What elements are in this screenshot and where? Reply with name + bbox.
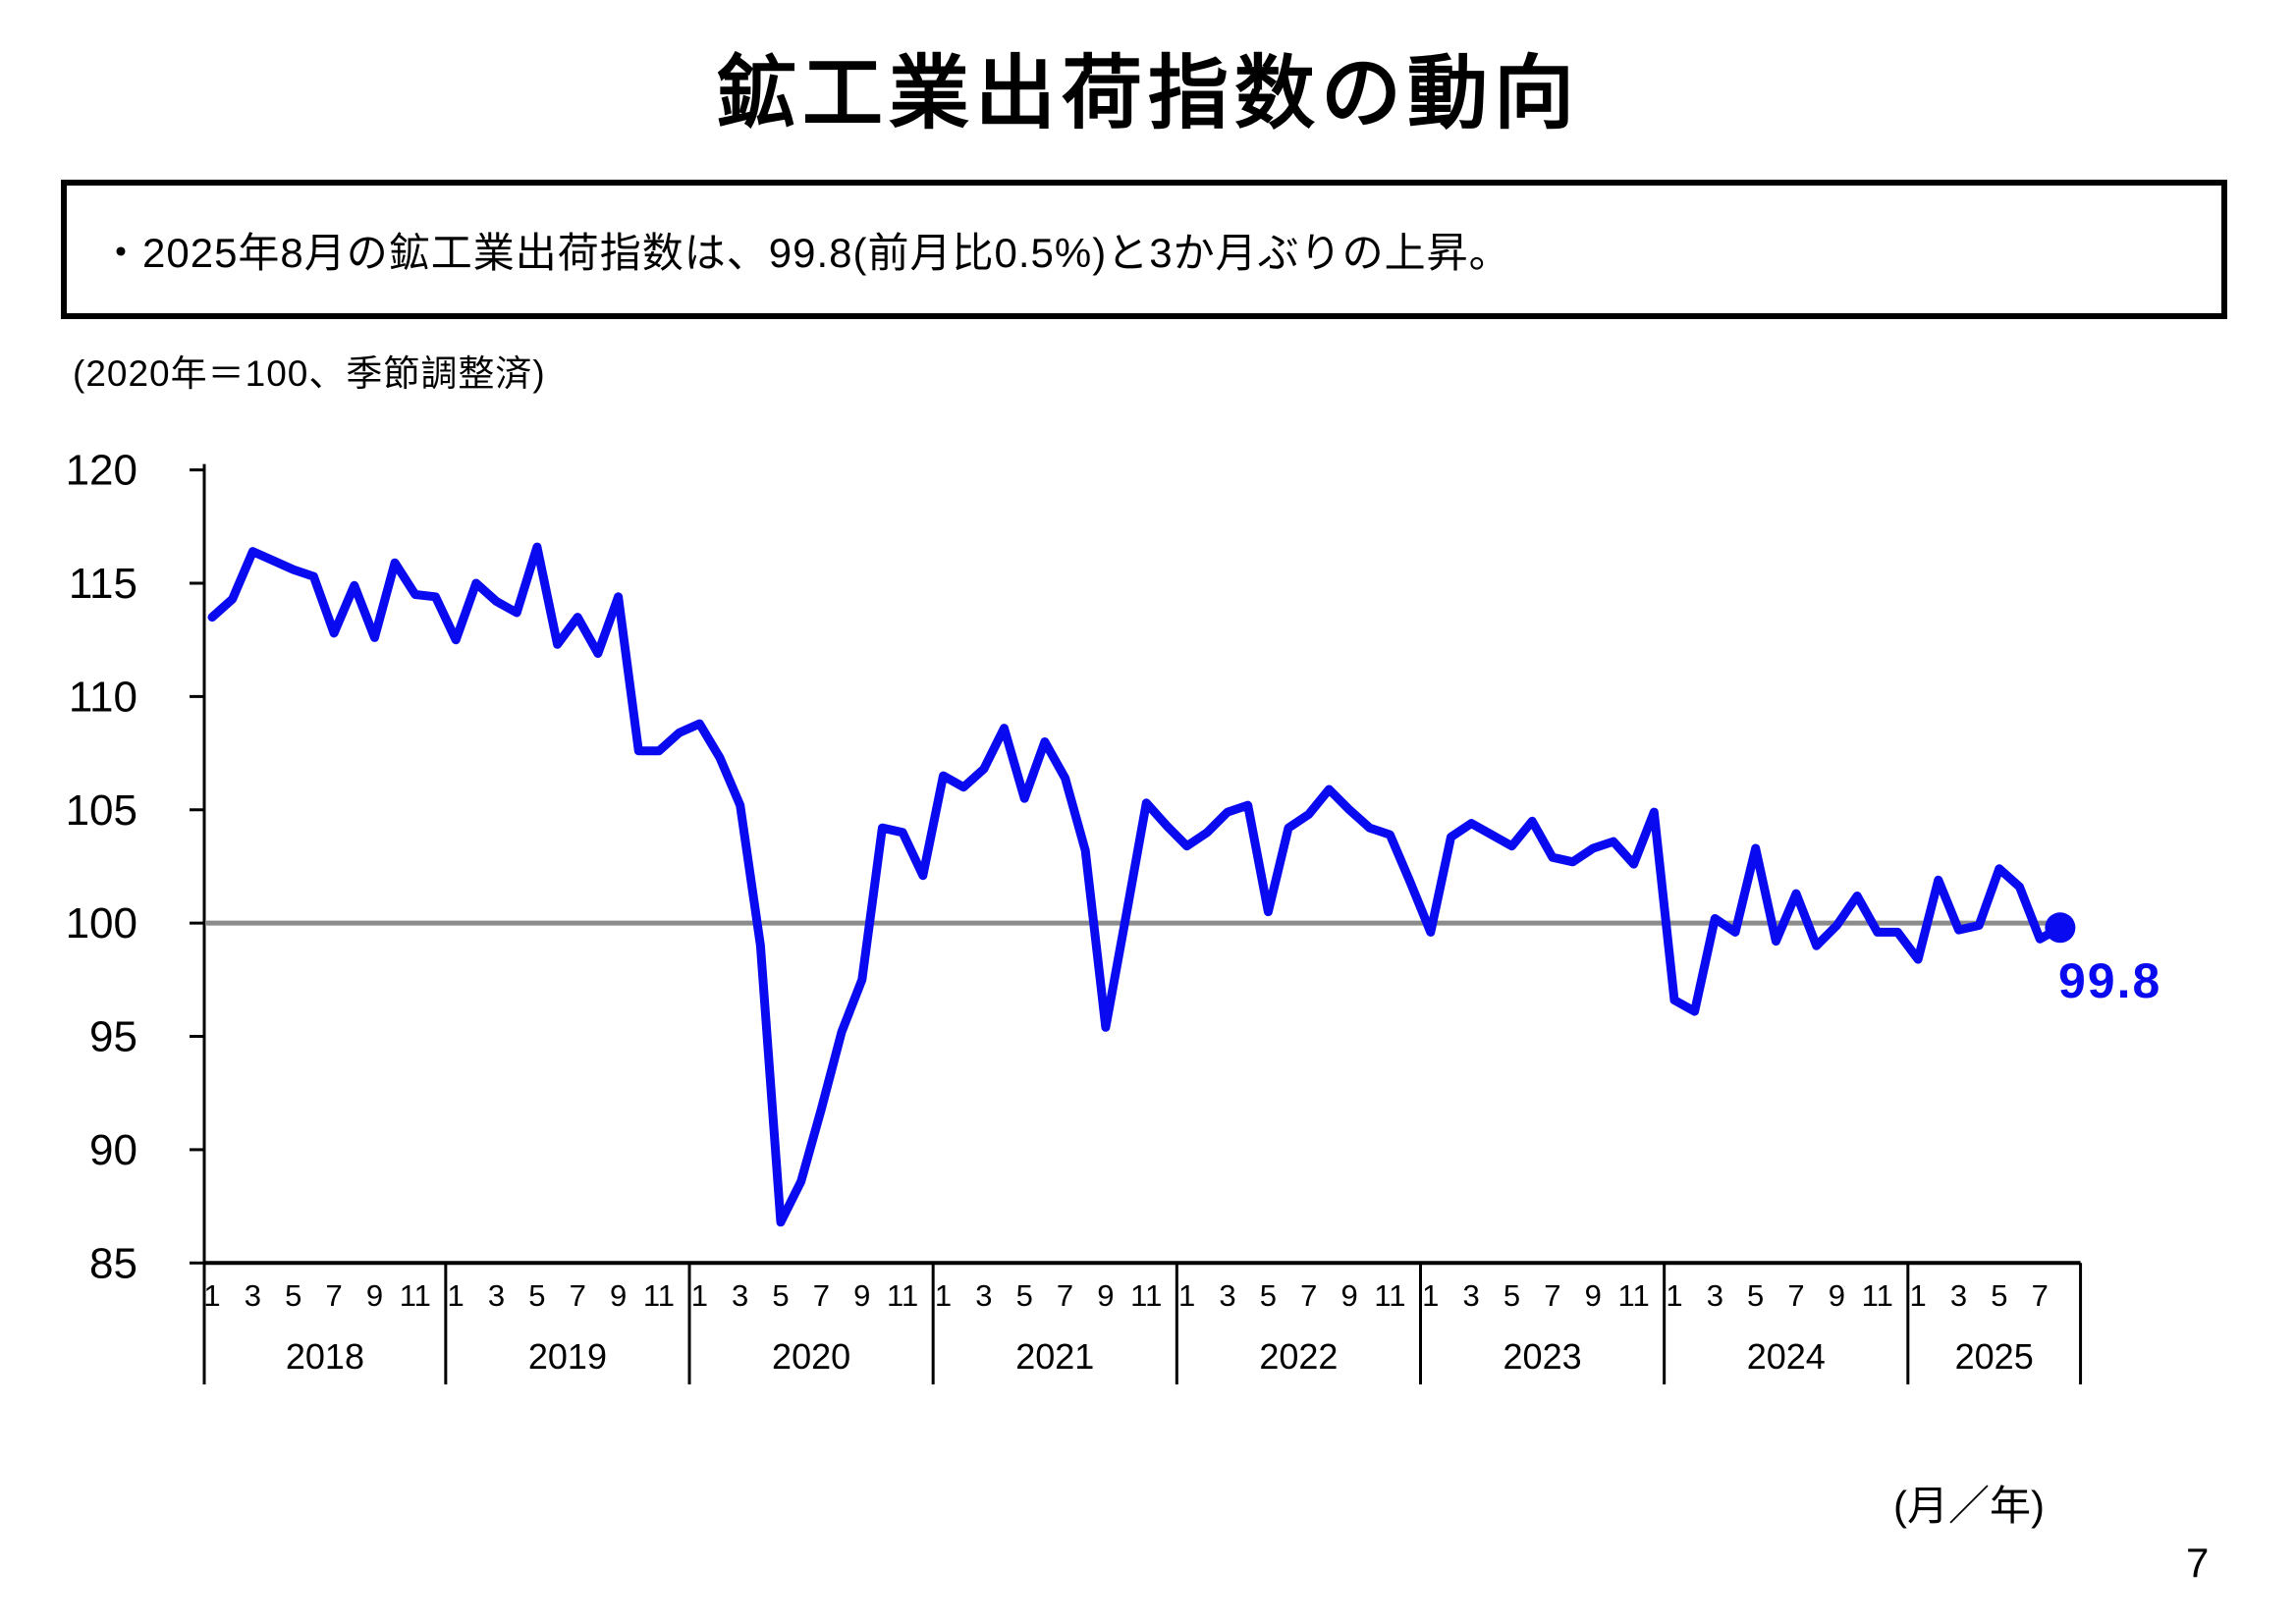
month-tick-label: 7 <box>325 1278 342 1313</box>
month-tick-label: 7 <box>813 1278 830 1313</box>
month-tick-label: 1 <box>691 1278 708 1313</box>
year-label: 2025 <box>1955 1336 2034 1377</box>
page-number: 7 <box>2186 1540 2210 1586</box>
month-tick-label: 1 <box>1178 1278 1195 1313</box>
month-tick-label: 11 <box>1618 1278 1650 1313</box>
month-tick-label: 3 <box>1219 1278 1235 1313</box>
month-tick-label: 9 <box>1340 1278 1357 1313</box>
month-tick-label: 7 <box>1057 1278 1073 1313</box>
year-label: 2022 <box>1259 1336 1338 1377</box>
month-tick-label: 7 <box>1544 1278 1560 1313</box>
year-label: 2024 <box>1747 1336 1826 1377</box>
month-tick-label: 1 <box>203 1278 220 1313</box>
month-tick-label: 11 <box>887 1278 918 1313</box>
month-tick-label: 5 <box>1991 1278 2007 1313</box>
month-tick-label: 7 <box>1787 1278 1804 1313</box>
month-tick-label: 5 <box>772 1278 789 1313</box>
month-tick-label: 3 <box>1463 1278 1480 1313</box>
month-tick-label: 1 <box>1666 1278 1682 1313</box>
year-label: 2018 <box>286 1336 364 1377</box>
month-tick-label: 7 <box>1300 1278 1317 1313</box>
month-tick-label: 5 <box>1260 1278 1277 1313</box>
month-tick-label: 3 <box>732 1278 748 1313</box>
y-axis-tick-label: 100 <box>66 899 137 947</box>
year-label: 2023 <box>1503 1336 1582 1377</box>
month-tick-label: 9 <box>366 1278 383 1313</box>
month-tick-label: 5 <box>1503 1278 1520 1313</box>
year-label: 2020 <box>772 1336 850 1377</box>
year-label: 2021 <box>1015 1336 1094 1377</box>
chart-unit-note: (2020年＝100、季節調整済) <box>73 353 546 394</box>
y-axis-tick-label: 95 <box>89 1013 137 1061</box>
month-tick-label: 11 <box>1862 1278 1893 1313</box>
y-axis-tick-label: 90 <box>89 1126 137 1174</box>
y-axis-tick-label: 115 <box>69 560 137 608</box>
month-tick-label: 1 <box>1909 1278 1926 1313</box>
month-tick-label: 11 <box>400 1278 431 1313</box>
page-title: 鉱工業出荷指数の動向 <box>715 49 1580 138</box>
month-tick-label: 11 <box>1374 1278 1405 1313</box>
shipment-index-line <box>207 542 2065 1227</box>
month-tick-label: 11 <box>643 1278 675 1313</box>
y-axis-tick-label: 85 <box>89 1239 137 1287</box>
month-tick-label: 3 <box>1707 1278 1723 1313</box>
year-label: 2019 <box>528 1336 607 1377</box>
month-tick-label: 9 <box>610 1278 627 1313</box>
month-tick-label: 7 <box>570 1278 586 1313</box>
month-tick-label: 1 <box>448 1278 465 1313</box>
month-tick-label: 5 <box>1747 1278 1764 1313</box>
month-tick-label: 9 <box>853 1278 870 1313</box>
month-tick-label: 7 <box>2032 1278 2049 1313</box>
month-tick-label: 9 <box>1097 1278 1114 1313</box>
month-tick-label: 9 <box>1829 1278 1845 1313</box>
month-tick-label: 5 <box>1016 1278 1033 1313</box>
month-tick-label: 3 <box>1950 1278 1967 1313</box>
summary-box: ・2025年8月の鉱工業出荷指数は、99.8(前月比0.5%)と3か月ぶりの上昇… <box>61 180 2227 319</box>
y-axis-tick-label: 105 <box>66 786 137 835</box>
month-tick-label: 3 <box>975 1278 992 1313</box>
month-tick-label: 1 <box>935 1278 952 1313</box>
latest-value-annotation: 99.8 <box>2058 953 2162 1008</box>
month-tick-label: 1 <box>1422 1278 1439 1313</box>
y-axis-tick-label: 120 <box>66 447 137 495</box>
summary-bullet-text: ・2025年8月の鉱工業出荷指数は、99.8(前月比0.5%)と3か月ぶりの上昇… <box>100 229 1511 276</box>
month-tick-label: 11 <box>1130 1278 1162 1313</box>
y-axis-tick-label: 110 <box>69 673 137 721</box>
month-tick-label: 3 <box>488 1278 505 1313</box>
month-tick-label: 5 <box>285 1278 301 1313</box>
x-axis-unit-label: (月／年) <box>1893 1483 2045 1529</box>
latest-point-marker <box>2045 912 2076 944</box>
month-tick-label: 9 <box>1585 1278 1602 1313</box>
month-tick-label: 5 <box>528 1278 545 1313</box>
month-tick-label: 3 <box>245 1278 261 1313</box>
